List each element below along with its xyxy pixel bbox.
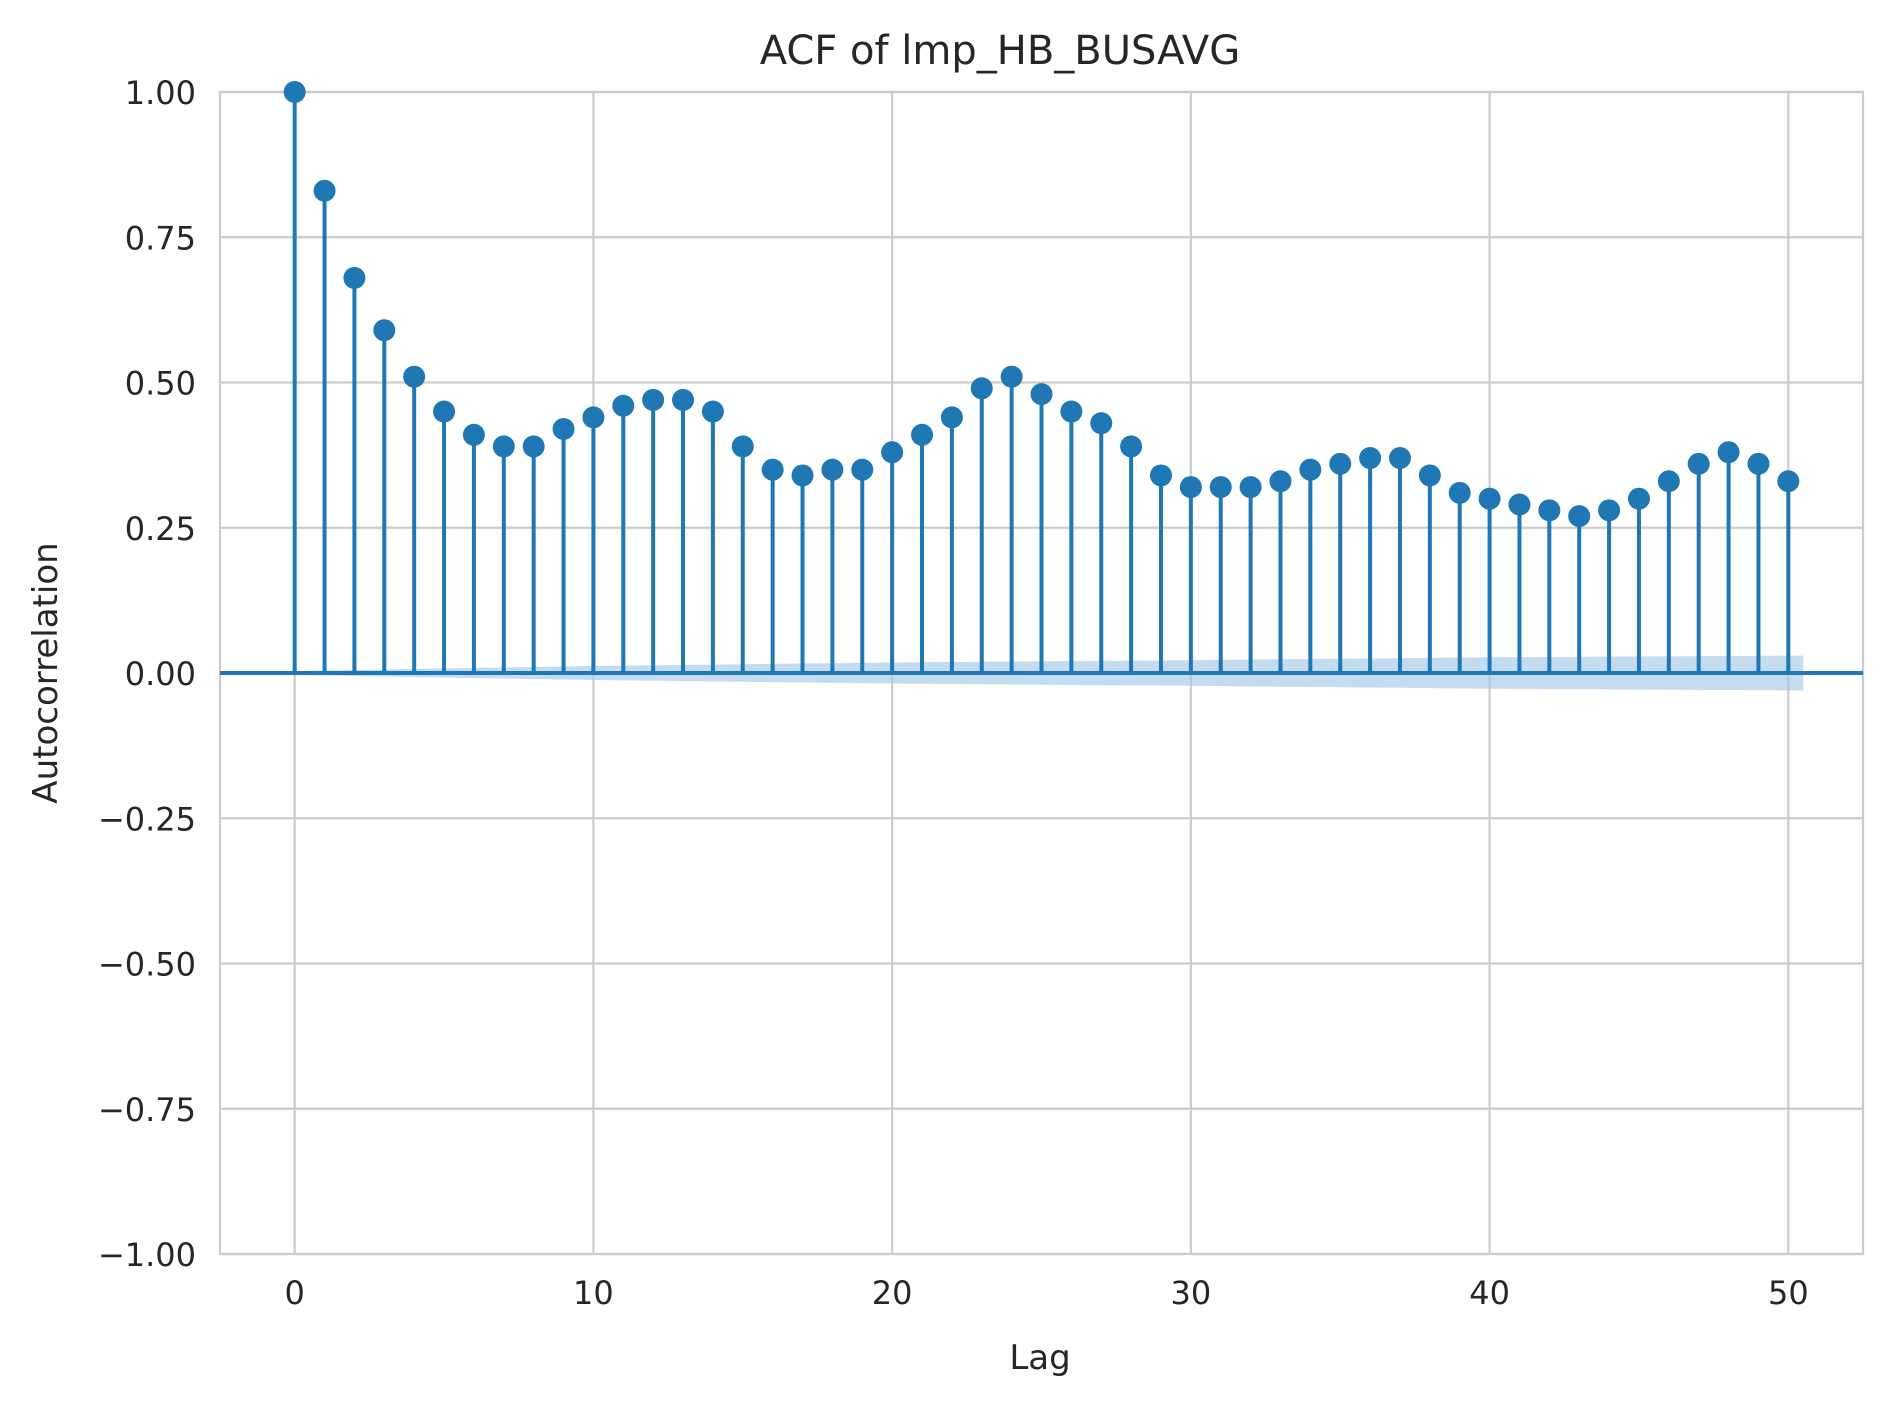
acf-point — [1179, 476, 1202, 499]
x-tick-label: 10 — [573, 1274, 614, 1312]
acf-point — [522, 435, 545, 458]
acf-point — [672, 388, 695, 411]
acf-point — [1120, 435, 1143, 458]
acf-point — [1687, 452, 1710, 475]
chart-title: ACF of lmp_HB_BUSAVG — [760, 28, 1241, 74]
acf-point — [1508, 493, 1531, 516]
y-tick-label: 0.25 — [125, 510, 196, 548]
acf-point — [731, 435, 754, 458]
acf-point — [612, 394, 635, 417]
acf-point — [1329, 452, 1352, 475]
acf-point — [791, 464, 814, 487]
acf-point — [701, 400, 724, 423]
acf-point — [403, 365, 426, 388]
acf-point — [1239, 476, 1262, 499]
acf-point — [1030, 383, 1053, 406]
acf-point — [1717, 441, 1740, 464]
acf-point — [1478, 487, 1501, 510]
acf-point — [1538, 499, 1561, 522]
markers-layer — [283, 81, 1800, 528]
x-tick-label: 20 — [872, 1274, 913, 1312]
x-tick-label: 30 — [1171, 1274, 1212, 1312]
y-tick-label: 0.00 — [125, 655, 196, 693]
y-tick-label: 0.75 — [125, 219, 196, 257]
acf-point — [1269, 470, 1292, 493]
acf-point — [433, 400, 456, 423]
acf-point — [642, 388, 665, 411]
x-tick-label: 40 — [1469, 1274, 1510, 1312]
acf-point — [1627, 487, 1650, 510]
x-tick-label: 0 — [285, 1274, 305, 1312]
acf-point — [1060, 400, 1083, 423]
acf-point — [821, 458, 844, 481]
acf-point — [492, 435, 515, 458]
acf-point — [582, 406, 605, 429]
acf-point — [851, 458, 874, 481]
acf-point — [1598, 499, 1621, 522]
acf-point — [1299, 458, 1322, 481]
acf-point — [761, 458, 784, 481]
stems-layer — [292, 92, 1791, 673]
x-axis-label: Lag — [1009, 1338, 1070, 1378]
acf-point — [1359, 447, 1382, 470]
y-tick-label: 0.50 — [125, 365, 196, 403]
acf-point — [1747, 452, 1770, 475]
y-axis-label: Autocorrelation — [26, 542, 66, 803]
acf-point — [313, 179, 336, 202]
acf-point — [1777, 470, 1800, 493]
y-tick-label: −0.50 — [98, 946, 196, 984]
acf-point — [1209, 476, 1232, 499]
acf-point — [1418, 464, 1441, 487]
acf-point — [1568, 505, 1591, 528]
acf-point — [1657, 470, 1680, 493]
acf-point — [940, 406, 963, 429]
x-tick-labels: 0 10 20 30 40 50 — [285, 1274, 1809, 1312]
y-tick-label: −0.25 — [98, 800, 196, 838]
y-tick-labels: 1.00 0.75 0.50 0.25 0.00 −0.25 −0.50 −0.75 −1.00 — [98, 74, 196, 1274]
acf-point — [462, 423, 485, 446]
y-tick-label: −1.00 — [98, 1236, 196, 1274]
acf-point — [1388, 447, 1411, 470]
acf-point — [881, 441, 904, 464]
acf-point — [970, 377, 993, 400]
acf-point — [1090, 412, 1113, 435]
acf-point — [552, 417, 575, 440]
acf-point — [1000, 365, 1023, 388]
acf-point — [911, 423, 934, 446]
acf-point — [1448, 481, 1471, 504]
y-tick-label: −0.75 — [98, 1091, 196, 1129]
acf-point — [283, 81, 306, 103]
y-tick-label: 1.00 — [125, 74, 196, 112]
x-tick-label: 50 — [1768, 1274, 1809, 1312]
acf-point — [1149, 464, 1172, 487]
acf-point — [373, 319, 396, 342]
acf-point — [343, 266, 366, 289]
